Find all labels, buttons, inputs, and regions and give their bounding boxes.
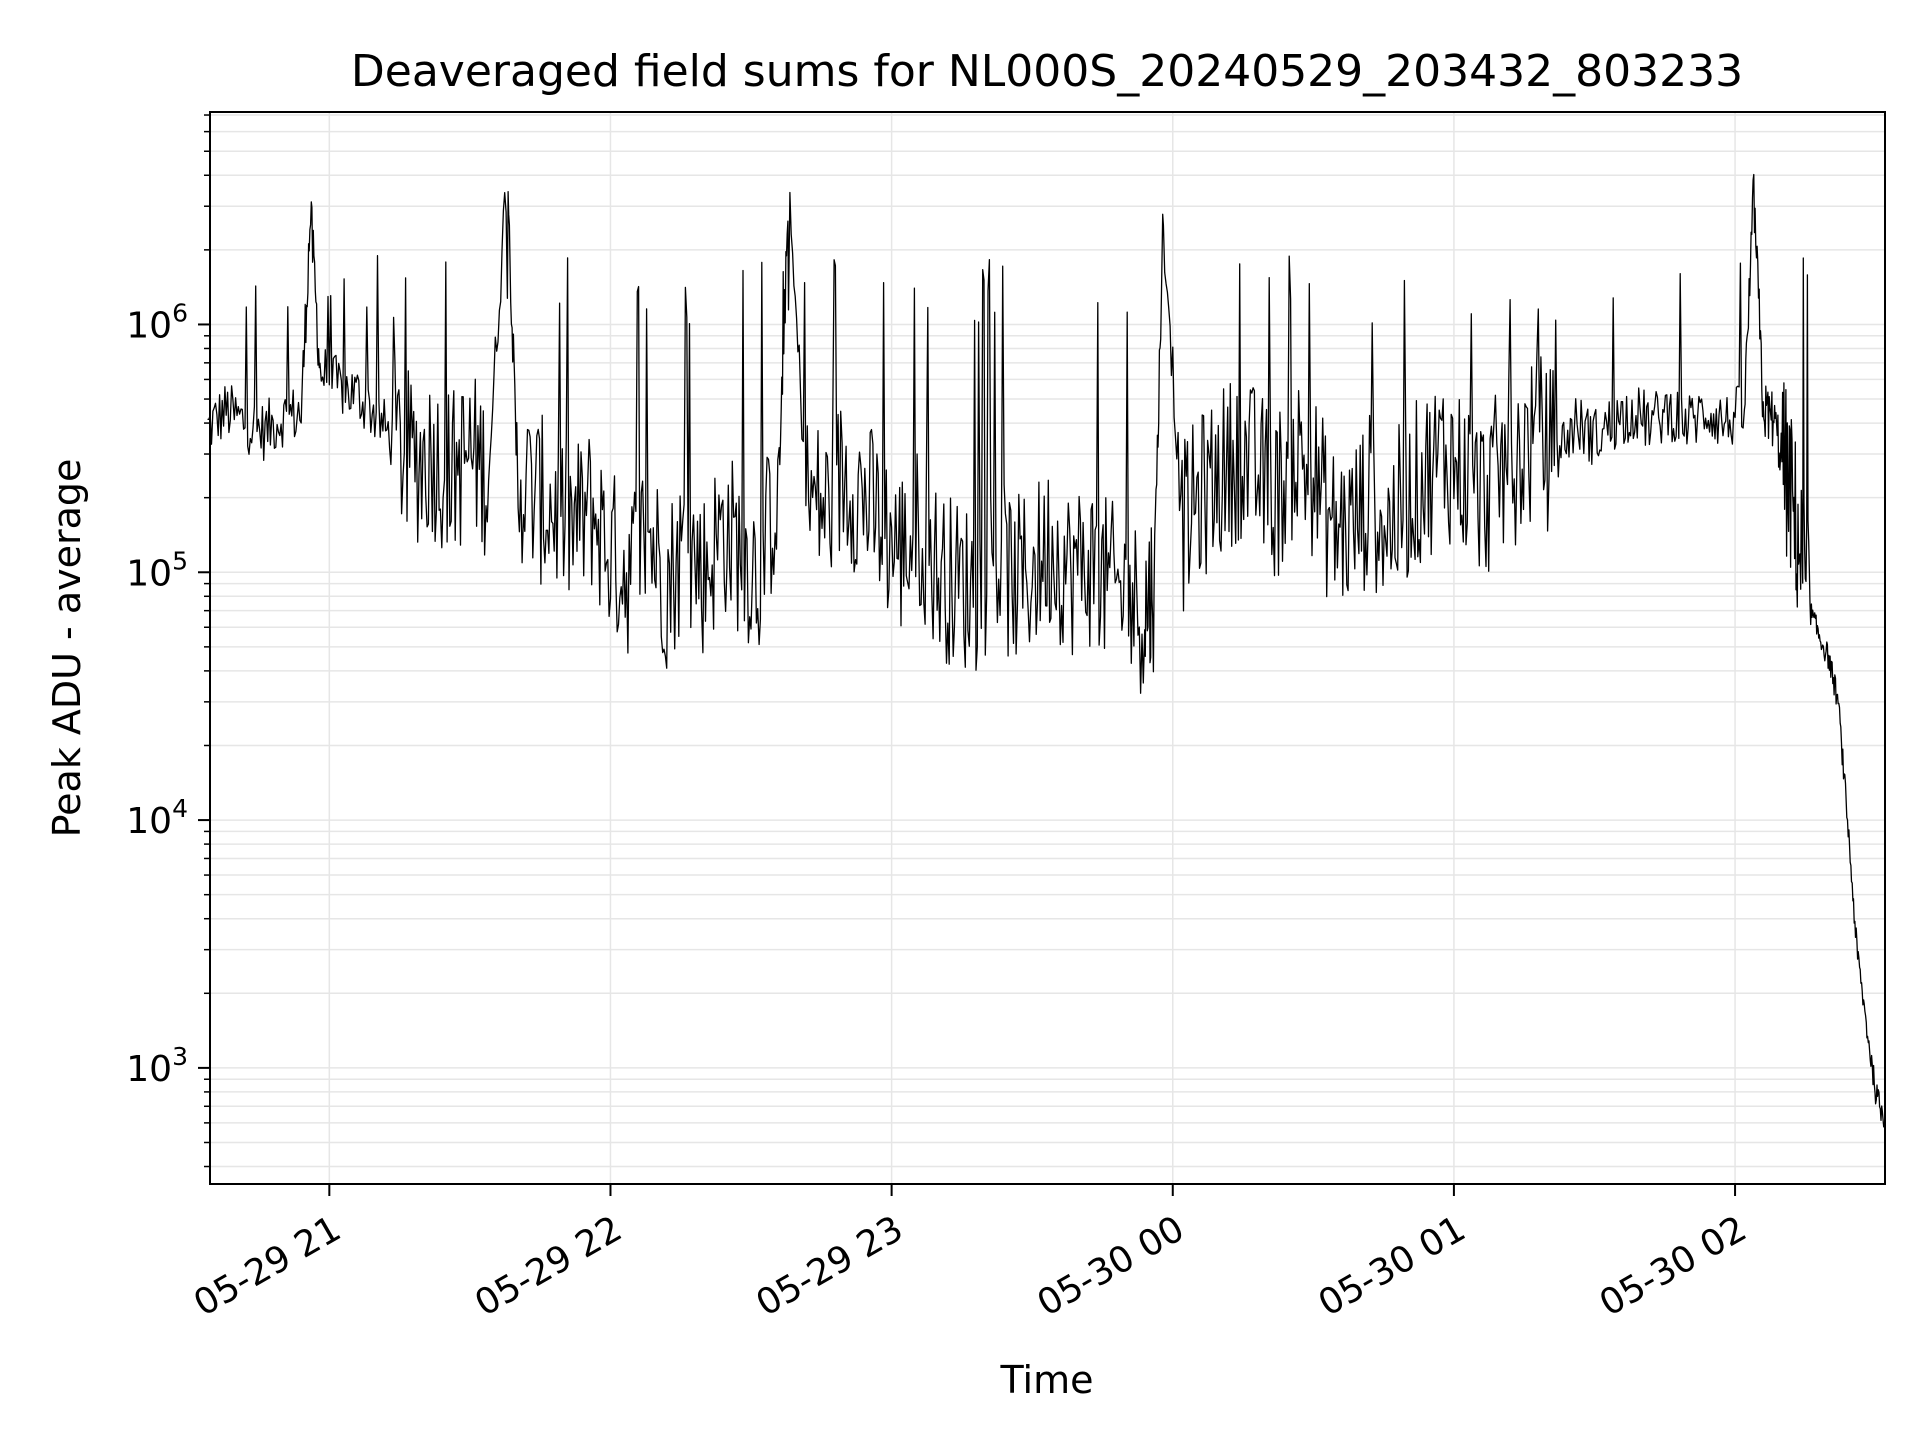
- y-tick-label: 105: [126, 546, 188, 594]
- grid: [210, 112, 1885, 1184]
- y-tick-base: 10: [126, 305, 172, 346]
- y-tick-exponent: 3: [172, 1042, 188, 1071]
- y-tick-base: 10: [126, 1049, 172, 1090]
- plot-frame: [209, 111, 1886, 1185]
- y-tick-base: 10: [126, 553, 172, 594]
- x-axis-label: Time: [1000, 1358, 1094, 1402]
- y-tick-exponent: 5: [172, 546, 188, 575]
- y-tick-exponent: 6: [172, 298, 188, 327]
- plot-area: [207, 173, 1886, 1128]
- chart-title: Deaveraged field sums for NL000S_2024052…: [351, 46, 1743, 97]
- y-tick-label: 106: [126, 298, 188, 346]
- y-axis-label: Peak ADU - average: [45, 459, 89, 838]
- y-tick-label: 103: [126, 1042, 188, 1090]
- series-line: [207, 173, 1886, 1128]
- y-tick-label: 104: [126, 794, 188, 842]
- y-tick-base: 10: [126, 801, 172, 842]
- y-tick-exponent: 4: [172, 794, 188, 823]
